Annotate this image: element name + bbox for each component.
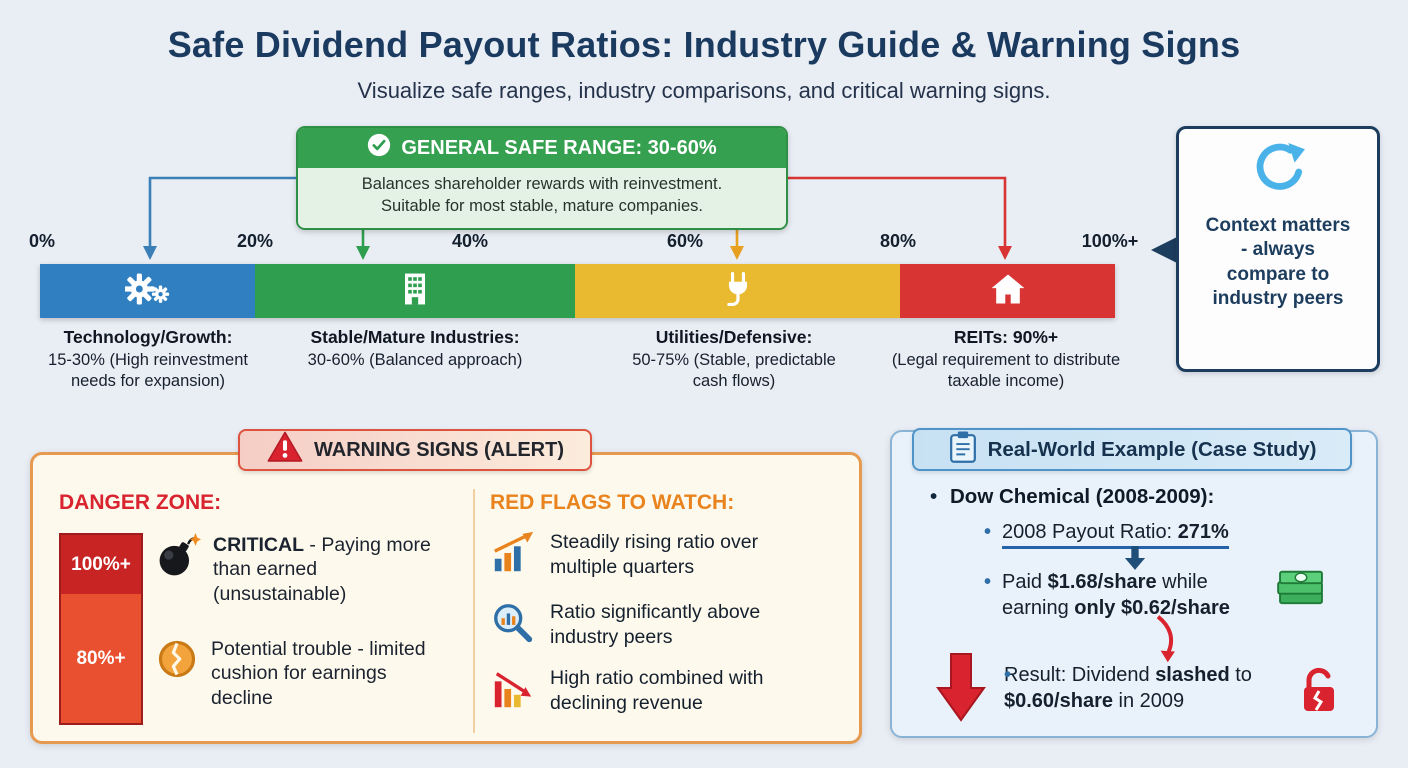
column-divider: [473, 489, 475, 733]
tick-100: 100%+: [1081, 231, 1139, 251]
case-ratio-text: 2008 Payout Ratio: 271%: [1002, 521, 1229, 549]
warning-triangle-icon: [266, 430, 304, 471]
refresh-icon: [1249, 143, 1307, 206]
segment-title: Utilities/Defensive:: [655, 327, 813, 347]
danger-item-critical: CRITICAL - Paying more than earned (unsu…: [155, 533, 443, 606]
check-circle-icon: [367, 133, 391, 163]
case-ratio-label: 2008 Payout Ratio:: [1002, 521, 1178, 543]
red-flag-item: Steadily rising ratio over multiple quar…: [490, 530, 810, 581]
segment-reits: [900, 264, 1115, 318]
case-point-paid: Paid $1.68/share while earning only $0.6…: [984, 569, 1236, 621]
cash-icon: [1274, 567, 1328, 612]
segment-technology: [40, 264, 255, 318]
danger-item-text: CRITICAL - Paying more than earned (unsu…: [213, 533, 443, 606]
case-study-header: Real-World Example (Case Study): [912, 428, 1352, 471]
danger-zone-bar: 100%+ 80%+: [59, 533, 143, 725]
danger-zone-title: DANGER ZONE:: [59, 491, 222, 514]
case-study-title: Real-World Example (Case Study): [987, 437, 1317, 461]
blue-connector-arrow: [143, 176, 296, 260]
tick-0: 0%: [28, 231, 56, 251]
segment-desc: (Legal requirement to distribute taxable…: [891, 351, 1121, 391]
segment-desc: 50-75% (Stable, predictable cash flows): [632, 351, 836, 391]
danger-item-text: Potential trouble - limited cushion for …: [211, 638, 426, 709]
segment-title: Stable/Mature Industries:: [310, 327, 520, 347]
red-flags-title: RED FLAGS TO WATCH:: [490, 491, 735, 514]
cracked-coin-icon: [155, 637, 199, 686]
page-subtitle: Visualize safe ranges, industry comparis…: [357, 78, 1051, 103]
segment-label-reits: REITs: 90%+ (Legal requirement to distri…: [891, 327, 1121, 392]
tick-60: 60%: [666, 231, 704, 251]
red-flag-item: High ratio combined with declining reven…: [490, 666, 810, 717]
broken-lock-icon: [1296, 665, 1342, 720]
case-result-mid: to: [1229, 664, 1252, 686]
tick-20: 20%: [236, 231, 274, 251]
segment-label-utilities: Utilities/Defensive: 50-75% (Stable, pre…: [629, 327, 839, 392]
bomb-icon: [155, 533, 201, 584]
case-ratio-value: 271%: [1177, 521, 1229, 543]
segment-title: Technology/Growth:: [63, 327, 233, 347]
big-down-arrow-icon: [936, 652, 986, 727]
case-result-slashed: slashed: [1155, 664, 1230, 686]
safe-range-title: GENERAL SAFE RANGE: 30-60%: [401, 136, 717, 159]
case-result-post: in 2009: [1112, 690, 1185, 712]
gear-icon: [123, 270, 171, 313]
tick-40: 40%: [451, 231, 489, 251]
case-point-ratio: 2008 Payout Ratio: 271%: [984, 519, 1229, 549]
danger-item-trouble: Potential trouble - limited cushion for …: [155, 637, 441, 710]
segment-stable: [255, 264, 575, 318]
safe-range-description: Balances shareholder rewards with reinve…: [298, 168, 786, 228]
safe-range-banner: GENERAL SAFE RANGE: 30-60% Balances shar…: [296, 126, 788, 230]
red-flag-item: Ratio significantly above industry peers: [490, 600, 810, 651]
segment-utilities: [575, 264, 900, 318]
case-study-panel: Dow Chemical (2008-2009): 2008 Payout Ra…: [890, 430, 1378, 738]
magnifier-chart-icon: [490, 600, 536, 651]
case-point-result: Result: Dividend slashed to $0.60/share …: [1004, 662, 1270, 714]
case-result-amount: $0.60/share: [1004, 690, 1113, 712]
case-earned-amount: only $0.62/share: [1074, 597, 1230, 619]
safe-range-line2: Suitable for most stable, mature compani…: [381, 196, 703, 215]
case-paid-mid: while earning: [1002, 571, 1208, 619]
down-arrow-icon: [1124, 545, 1146, 576]
case-paid-pre: Paid: [1002, 571, 1048, 593]
danger-bar-critical: 100%+: [61, 535, 141, 594]
clipboard-icon: [948, 430, 978, 470]
tick-80: 80%: [879, 231, 917, 251]
segment-title: REITs: 90%+: [953, 327, 1059, 347]
safe-range-line1: Balances shareholder rewards with reinve…: [361, 175, 723, 193]
segment-label-technology: Technology/Growth: 15-30% (High reinvest…: [28, 327, 268, 392]
plug-icon: [718, 269, 758, 314]
house-icon: [988, 269, 1028, 314]
context-callout: Context matters - always compare to indu…: [1176, 126, 1380, 372]
warning-panel: DANGER ZONE: 100%+ 80%+ CRITICAL - Payin…: [30, 452, 862, 744]
segment-desc: 30-60% (Balanced approach): [307, 351, 523, 369]
decline-curve-icon: [1152, 614, 1180, 669]
rising-chart-icon: [490, 530, 536, 581]
warning-title: WARNING SIGNS (ALERT): [314, 438, 564, 461]
red-flag-text: Steadily rising ratio over multiple quar…: [550, 531, 759, 578]
building-icon: [395, 269, 435, 314]
page-title: Safe Dividend Payout Ratios: Industry Gu…: [167, 24, 1241, 65]
case-paid-amount: $1.68/share: [1047, 571, 1157, 593]
red-flag-text: High ratio combined with declining reven…: [550, 667, 764, 714]
red-flag-text: Ratio significantly above industry peers: [550, 601, 761, 648]
danger-critical-rest: - Paying more than earned (unsustainable…: [213, 534, 431, 605]
danger-bar-trouble: 80%+: [61, 594, 141, 723]
danger-critical-bold: CRITICAL: [213, 534, 304, 556]
callout-notch: [1151, 237, 1177, 263]
warning-header: WARNING SIGNS (ALERT): [238, 429, 592, 471]
case-company: Dow Chemical (2008-2009):: [930, 485, 1214, 509]
case-result-pre: Result: Dividend: [1004, 664, 1156, 686]
declining-chart-icon: [490, 666, 536, 717]
payout-ratio-scale-bar: [40, 264, 1115, 318]
context-text: Context matters - always compare to indu…: [1205, 215, 1351, 309]
safe-range-header: GENERAL SAFE RANGE: 30-60%: [298, 128, 786, 168]
segment-desc: 15-30% (High reinvestment needs for expa…: [48, 351, 248, 391]
segment-label-stable: Stable/Mature Industries: 30-60% (Balanc…: [272, 327, 558, 371]
